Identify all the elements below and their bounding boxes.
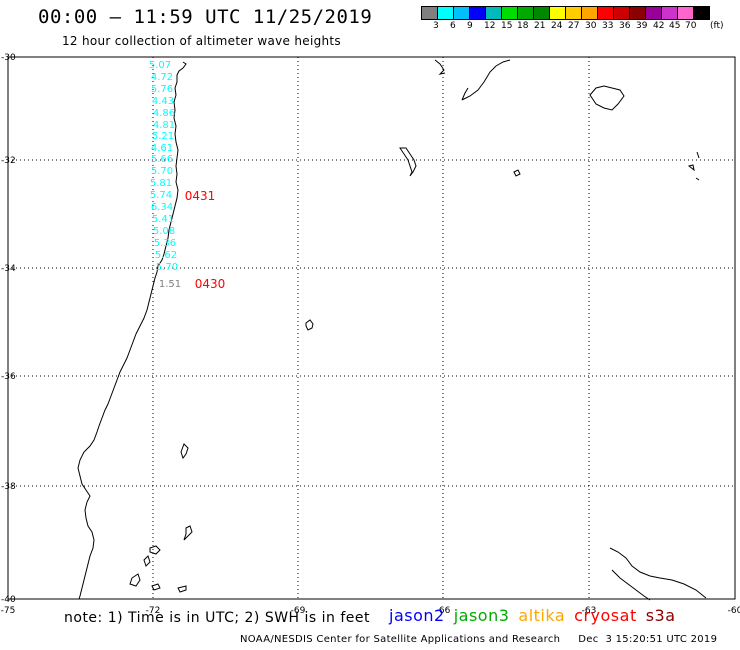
- wave-height-value: 5.70: [151, 166, 173, 177]
- wave-height-value: 6.34: [151, 202, 173, 213]
- scale-swatch: [693, 6, 710, 20]
- latitude-labels: -30 -32 -34 -36 -38 -40: [1, 53, 16, 605]
- scale-label: 70: [685, 21, 697, 31]
- wave-height-value: 5.36: [154, 238, 176, 249]
- wave-height-value: 5.81: [150, 178, 172, 189]
- wave-height-value: 5.21: [152, 131, 174, 142]
- color-scale: [421, 6, 710, 20]
- south-shore-coastline: [589, 85, 625, 111]
- scale-label: 15: [501, 21, 513, 31]
- longitude-label: -75: [1, 606, 16, 616]
- satellite-legend: jason2 jason3 altika cryosat s3a: [389, 606, 685, 625]
- scale-label: 33: [602, 21, 614, 31]
- scale-label: 39: [636, 21, 648, 31]
- scale-label: 42: [653, 21, 665, 31]
- uruguay-coastline: [434, 59, 511, 101]
- footnote: note: 1) Time is in UTC; 2) SWH is in fe…: [64, 610, 371, 626]
- longitude-label: -72: [146, 606, 161, 616]
- samborombon-coastline: [399, 147, 417, 177]
- longitude-label: -60: [728, 606, 740, 616]
- wave-height-value: 4.81: [153, 120, 175, 131]
- scale-label: 9: [467, 21, 473, 31]
- wave-height-value: 5.07: [149, 60, 171, 71]
- satellite-legend-item: jason2: [389, 606, 445, 625]
- satellite-legend-item: jason3: [453, 606, 510, 625]
- satellite-legend-item: altika: [518, 606, 566, 625]
- wave-height-value: 5.08: [153, 226, 175, 237]
- credit-line: NOAA/NESDIS Center for Satellite Applica…: [240, 634, 717, 645]
- scale-unit: (ft): [710, 21, 724, 31]
- offshore-islet-coastline: [305, 319, 314, 331]
- wave-height-value: 5.70: [156, 262, 178, 273]
- credit-text: NOAA/NESDIS Center for Satellite Applica…: [240, 634, 561, 645]
- scale-label: 3: [433, 21, 439, 31]
- chile-coastline: [77, 61, 187, 600]
- generated-timestamp: Dec 3 15:20:51 UTC 2019: [578, 634, 718, 645]
- scale-label: 45: [669, 21, 681, 31]
- graticule: [8, 57, 735, 599]
- small-island-coastline: [513, 151, 700, 181]
- wave-height-value: 5.66: [151, 154, 173, 165]
- scale-label: 30: [585, 21, 597, 31]
- southern-islands-coastline: [129, 443, 707, 601]
- longitude-label: -66: [436, 606, 451, 616]
- scale-label: 12: [484, 21, 496, 31]
- latitude-label: -34: [1, 264, 16, 274]
- scale-label: 36: [619, 21, 631, 31]
- wave-height-value: 5.62: [155, 250, 177, 261]
- color-scale-labels: 3 6 9 12 15 18 21 24 27 30 33 36 39 42 45 70 (ft): [421, 21, 740, 35]
- satellite-legend-item: s3a: [645, 606, 676, 625]
- pass-time-label: 0431: [185, 189, 216, 203]
- wave-height-value: 4.61: [151, 143, 173, 154]
- longitude-labels: -75 -72 -69 -66 -63 -60: [1, 606, 740, 616]
- wave-height-value: 5.76: [151, 84, 173, 95]
- wave-height-value: 4.86: [153, 108, 175, 119]
- pass-time-label: 0430: [195, 277, 226, 291]
- wave-height-value: 5.74: [150, 190, 172, 201]
- latitude-label: -38: [1, 482, 16, 492]
- scale-label: 24: [551, 21, 563, 31]
- scale-label: 27: [568, 21, 580, 31]
- wave-height-value: 5.41: [152, 214, 174, 225]
- map-subtitle: 12 hour collection of altimeter wave hei…: [62, 34, 341, 48]
- satellite-legend-item: cryosat: [574, 606, 637, 625]
- wave-height-observations: 5.074.725.764.434.864.815.214.615.665.70…: [149, 60, 225, 291]
- wave-height-value: 1.51: [159, 279, 181, 290]
- scale-label: 18: [517, 21, 529, 31]
- coastline: [77, 59, 707, 601]
- scale-label: 6: [450, 21, 456, 31]
- latitude-label: -36: [1, 372, 16, 382]
- wave-height-value: 4.72: [151, 72, 173, 83]
- latitude-label: -32: [1, 156, 16, 166]
- latitude-label: -40: [1, 595, 16, 605]
- latitude-label: -30: [1, 53, 16, 63]
- wave-height-value: 4.43: [152, 96, 174, 107]
- scale-label: 21: [534, 21, 546, 31]
- map-frame: [7, 56, 736, 600]
- longitude-label: -63: [582, 606, 597, 616]
- longitude-label: -69: [291, 606, 306, 616]
- map-title: 00:00 – 11:59 UTC 11/25/2019: [38, 6, 373, 28]
